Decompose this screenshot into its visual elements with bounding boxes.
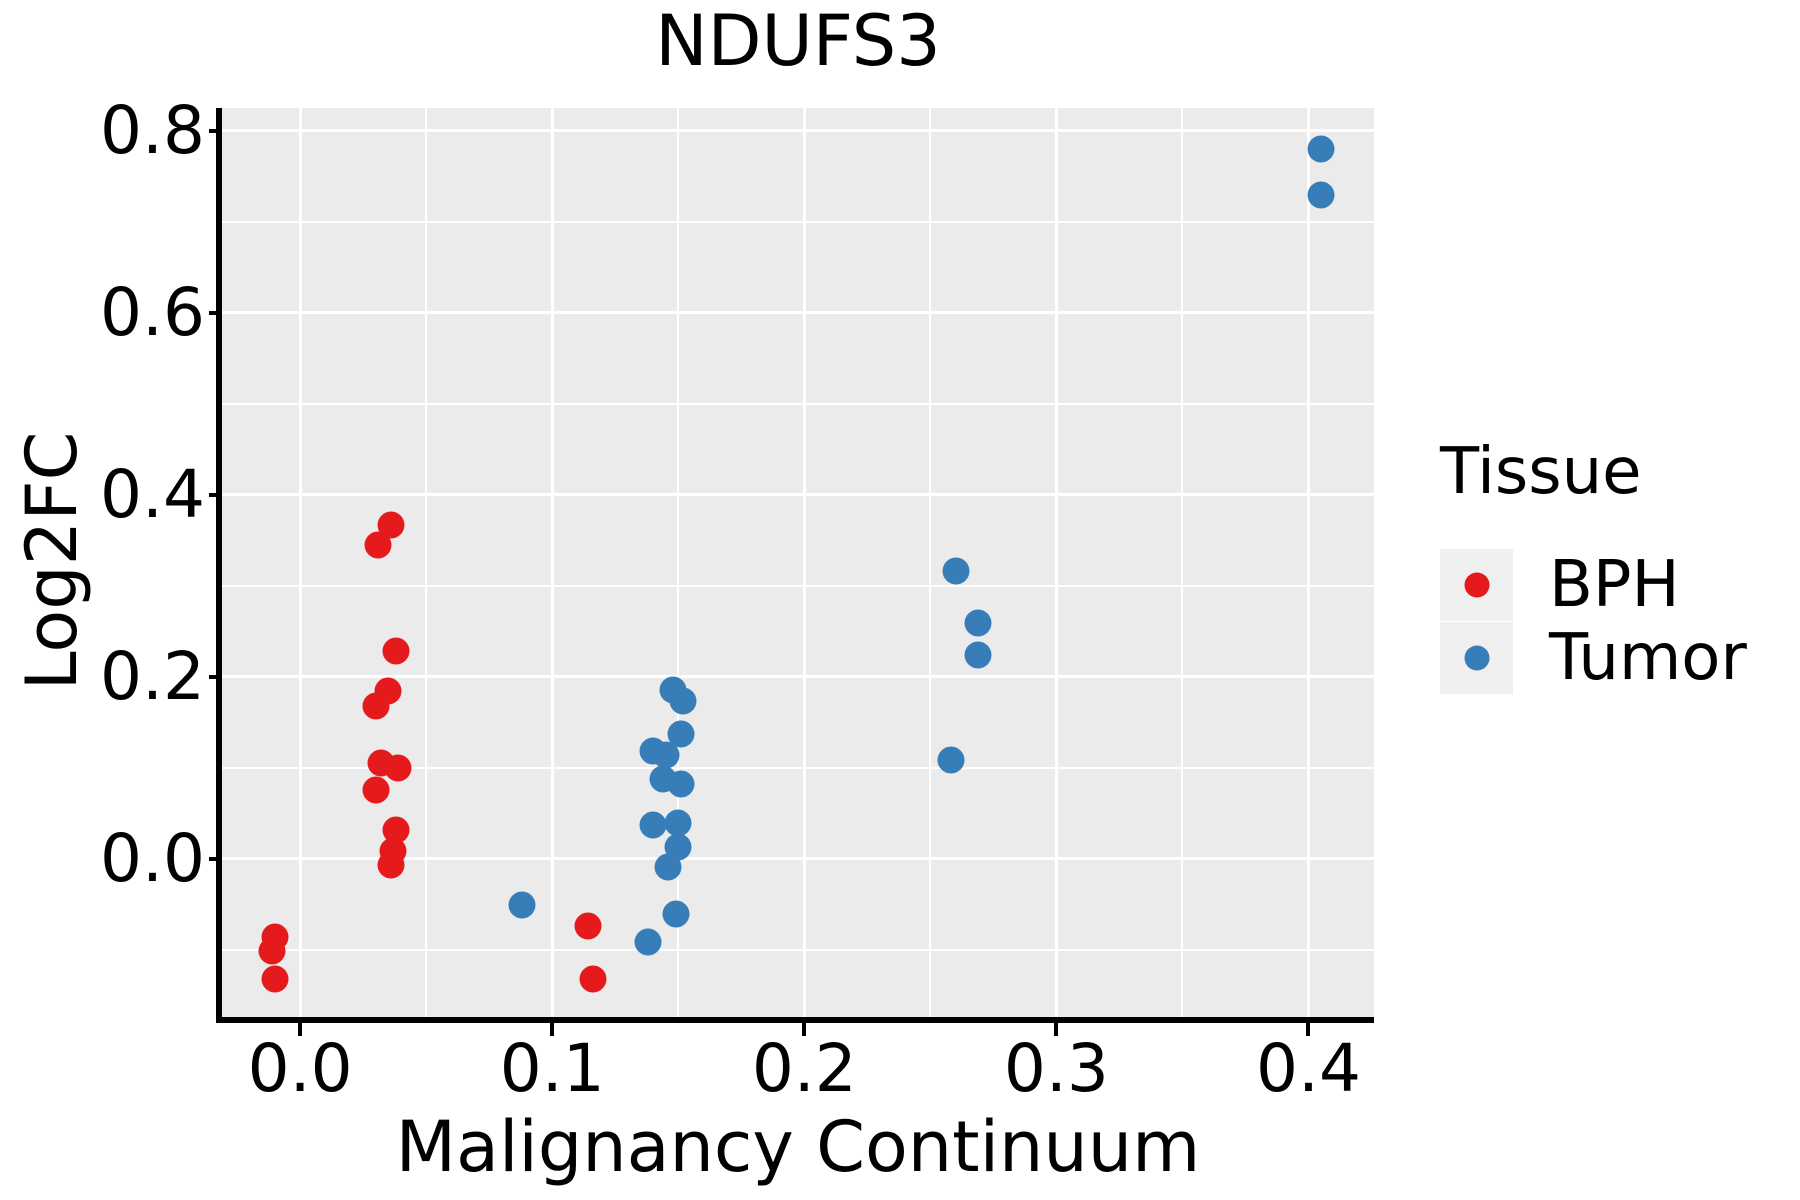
data-point-tumor [654,853,682,881]
x-minor-gridline [677,108,680,1020]
data-point-bph [579,965,607,993]
x-major-gridline [1054,108,1058,1020]
y-tick-label: 0.0 [100,819,205,897]
legend-key [1440,548,1513,621]
legend-label: BPH [1549,547,1680,622]
data-point-bph [261,965,289,993]
legend-label: Tumor [1549,620,1747,695]
y-minor-gridline [222,402,1374,405]
data-point-tumor [634,928,662,956]
y-tick-mark [209,856,222,861]
x-tick-mark [1054,1023,1059,1036]
data-point-tumor [639,811,667,839]
x-major-gridline [802,108,806,1020]
plot-panel [222,108,1374,1020]
x-major-gridline [298,108,302,1020]
x-tick-mark [550,1023,555,1036]
x-tick-label: 0.2 [751,1030,857,1107]
data-point-bph [574,912,601,940]
y-minor-gridline [222,766,1374,769]
data-point-tumor [964,641,992,669]
y-tick-mark [209,128,222,133]
data-point-bph [382,637,410,665]
legend-title: Tissue [1440,435,1642,509]
x-minor-gridline [425,108,428,1020]
y-minor-gridline [222,220,1374,223]
x-tick-label: 0.0 [247,1030,353,1107]
y-major-gridline [222,129,1374,133]
data-point-bph [377,851,405,879]
y-tick-mark [209,492,222,497]
x-major-gridline [1306,108,1310,1020]
data-point-tumor [652,741,680,769]
data-point-tumor [964,609,992,637]
plot-title: NDUFS3 [655,0,941,82]
y-tick-label: 0.4 [100,455,205,533]
y-tick-mark [209,674,222,679]
data-point-bph [362,776,390,804]
data-point-bph [258,937,286,965]
legend-key [1440,621,1513,694]
x-axis-spine [216,1017,1374,1023]
data-point-tumor [667,770,695,798]
x-tick-label: 0.4 [1255,1030,1361,1107]
data-point-tumor [1307,135,1335,163]
y-axis-spine [216,108,222,1023]
x-tick-label: 0.1 [499,1030,605,1107]
x-axis-label: Malignancy Continuum [395,1106,1201,1188]
y-tick-mark [209,310,222,315]
data-point-tumor [662,900,690,927]
data-point-tumor [942,557,970,585]
x-major-gridline [550,108,554,1020]
y-major-gridline [222,311,1374,315]
data-point-tumor [664,809,692,837]
data-point-tumor [1307,181,1335,209]
legend-item-tumor: Tumor [1440,621,1747,694]
data-point-bph [362,692,390,720]
legend-dot-icon [1464,645,1489,670]
x-tick-mark [1306,1023,1311,1036]
y-tick-label: 0.8 [100,91,205,169]
legend: Tissue BPH Tumor [1440,440,1747,694]
x-minor-gridline [1181,108,1184,1020]
legend-item-bph: BPH [1440,548,1747,621]
x-tick-mark [298,1023,303,1036]
data-point-tumor [669,687,697,715]
y-tick-label: 0.2 [100,637,205,715]
legend-dot-icon [1464,572,1489,597]
x-minor-gridline [929,108,932,1020]
y-minor-gridline [222,584,1374,587]
data-point-tumor [937,746,964,774]
x-tick-label: 0.3 [1003,1030,1109,1107]
data-point-bph [364,531,392,559]
y-major-gridline [222,675,1374,679]
data-point-bph [384,754,412,782]
y-tick-label: 0.6 [100,273,205,351]
y-major-gridline [222,493,1374,497]
data-point-tumor [508,891,536,919]
x-tick-mark [802,1023,807,1036]
y-minor-gridline [222,948,1374,951]
y-major-gridline [222,857,1374,861]
